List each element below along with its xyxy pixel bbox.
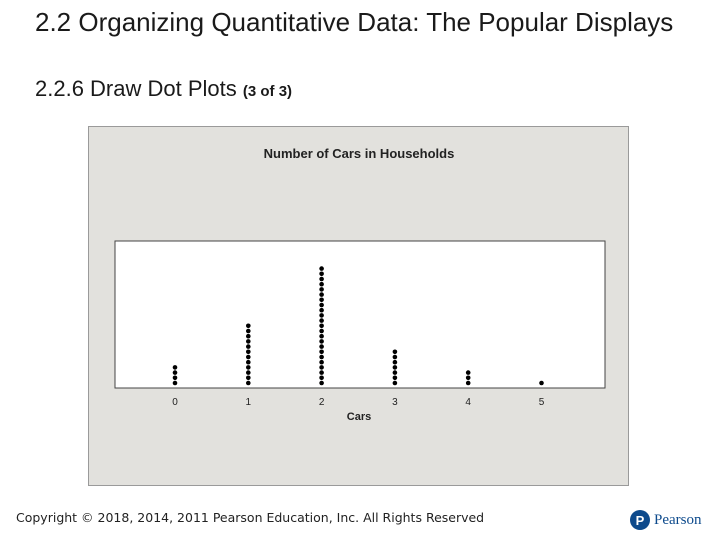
dot-point bbox=[319, 318, 324, 323]
dot-point bbox=[392, 354, 398, 360]
dot-point bbox=[319, 276, 324, 282]
dot-point bbox=[172, 375, 178, 381]
dot-point bbox=[246, 375, 251, 381]
dot-point bbox=[246, 339, 251, 344]
subtitle-main: 2.2.6 Draw Dot Plots bbox=[35, 76, 237, 101]
dot-point bbox=[172, 370, 178, 375]
x-tick-label: 5 bbox=[539, 397, 545, 408]
dot-group bbox=[172, 266, 544, 386]
dot-point bbox=[246, 349, 251, 355]
dot-point bbox=[246, 359, 251, 365]
dot-point bbox=[319, 375, 324, 381]
dot-point bbox=[539, 380, 544, 386]
dot-point bbox=[319, 354, 324, 360]
pearson-logo-icon: P bbox=[630, 510, 650, 530]
dot-point bbox=[246, 380, 251, 386]
dot-point bbox=[319, 302, 324, 308]
pearson-logo: P Pearson bbox=[630, 510, 702, 530]
x-tick-label: 4 bbox=[465, 397, 471, 408]
dot-point bbox=[392, 370, 398, 375]
dot-point bbox=[392, 349, 398, 355]
subtitle-part: (3 of 3) bbox=[242, 83, 293, 100]
dot-point bbox=[172, 365, 178, 370]
dot-point bbox=[319, 344, 324, 349]
dot-point bbox=[319, 292, 324, 297]
dot-point bbox=[319, 281, 324, 287]
dot-point bbox=[246, 333, 251, 339]
dot-point bbox=[319, 297, 324, 303]
dot-point bbox=[319, 339, 324, 344]
dot-plot-figure: Number of Cars in Households 0 1 2 3 4 5 Cars bbox=[88, 126, 629, 486]
x-tick-label: 3 bbox=[392, 397, 398, 408]
dot-point bbox=[319, 380, 324, 386]
chart-title: Number of Cars in Households bbox=[264, 146, 455, 161]
dot-point bbox=[465, 380, 471, 386]
dot-point bbox=[319, 307, 324, 313]
dot-point bbox=[465, 375, 471, 381]
dot-point bbox=[319, 359, 324, 365]
x-axis-ticks: 0 1 2 3 4 5 bbox=[172, 397, 545, 408]
dot-point bbox=[246, 323, 251, 329]
dot-point bbox=[319, 370, 324, 375]
dot-point bbox=[392, 375, 398, 381]
plot-area bbox=[114, 240, 606, 389]
dot-point bbox=[172, 380, 178, 386]
dot-point bbox=[319, 349, 324, 355]
x-tick-label: 2 bbox=[319, 397, 325, 408]
dot-point bbox=[319, 333, 324, 339]
dot-point bbox=[319, 271, 324, 277]
dot-point bbox=[246, 344, 251, 349]
dot-point bbox=[465, 370, 471, 375]
dot-point bbox=[246, 328, 251, 334]
dot-point bbox=[246, 370, 251, 375]
dot-point bbox=[246, 365, 251, 370]
dot-point bbox=[392, 359, 398, 365]
x-tick-label: 0 bbox=[172, 397, 178, 408]
dot-point bbox=[319, 328, 324, 334]
dot-point bbox=[392, 380, 398, 386]
section-subtitle: 2.2.6 Draw Dot Plots (3 of 3) bbox=[35, 74, 292, 107]
x-tick-label: 1 bbox=[246, 397, 252, 408]
dot-point bbox=[319, 266, 324, 271]
x-axis-label: Cars bbox=[347, 411, 371, 423]
dot-plot-chart: Number of Cars in Households 0 1 2 3 4 5 Cars bbox=[114, 146, 606, 423]
dot-point bbox=[392, 365, 398, 370]
dot-point bbox=[319, 313, 324, 318]
copyright-notice: Copyright © 2018, 2014, 2011 Pearson Edu… bbox=[16, 510, 485, 525]
pearson-logo-text: Pearson bbox=[654, 511, 702, 528]
dot-point bbox=[246, 354, 251, 360]
dot-point bbox=[319, 323, 324, 329]
page-title: 2.2 Organizing Quantitative Data: The Po… bbox=[35, 7, 674, 37]
dot-point bbox=[319, 287, 324, 292]
dot-point bbox=[319, 365, 324, 370]
